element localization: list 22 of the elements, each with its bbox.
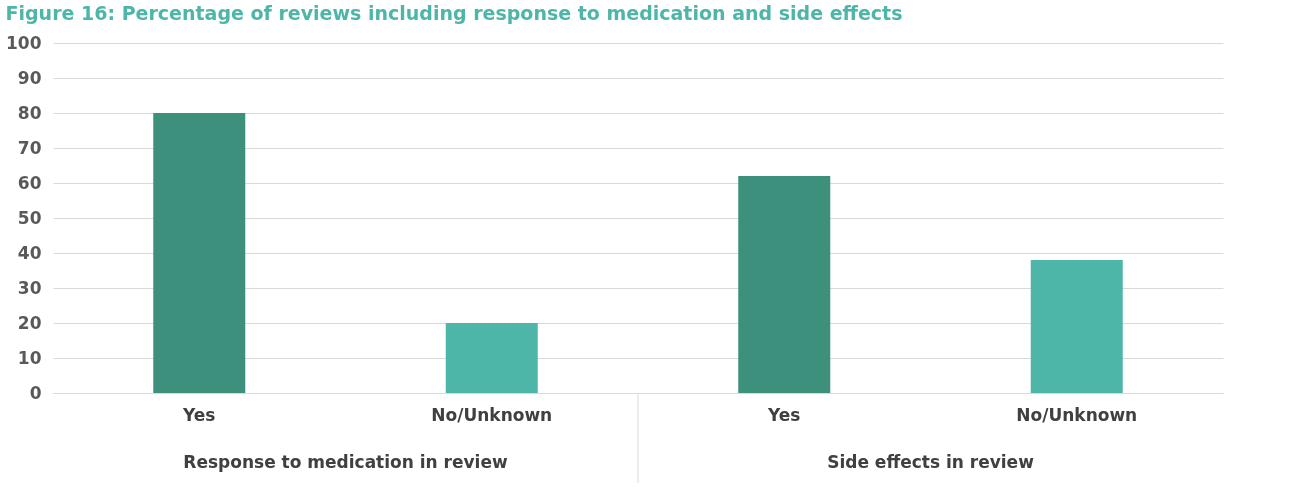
bar [445, 323, 538, 393]
y-tick-label: 10 [17, 347, 42, 368]
y-tick-label: 0 [29, 382, 42, 403]
chart-title: Figure 16: Percentage of reviews including response to medication and side effects [5, 2, 903, 24]
y-tick-label: 70 [17, 137, 42, 158]
bar [1030, 260, 1123, 393]
y-tick-label: 90 [17, 67, 42, 88]
bar [153, 113, 246, 393]
bar [738, 176, 831, 393]
y-tick-label: 100 [6, 32, 42, 53]
y-tick-label: 40 [17, 242, 42, 263]
y-tick-label: 60 [17, 172, 42, 193]
x-tick-label: No/Unknown [1016, 404, 1138, 425]
y-tick-label: 50 [17, 207, 42, 228]
text: Side effects in review [827, 452, 1035, 472]
y-tick-label: 30 [17, 277, 42, 298]
y-tick-label: 20 [17, 312, 42, 333]
text: Response to medication in review [183, 452, 508, 472]
y-tick-label: 80 [17, 102, 42, 123]
x-tick-label: No/Unknown [431, 404, 553, 425]
x-tick-label: Yes [767, 404, 801, 425]
x-tick-label: Yes [182, 404, 216, 425]
